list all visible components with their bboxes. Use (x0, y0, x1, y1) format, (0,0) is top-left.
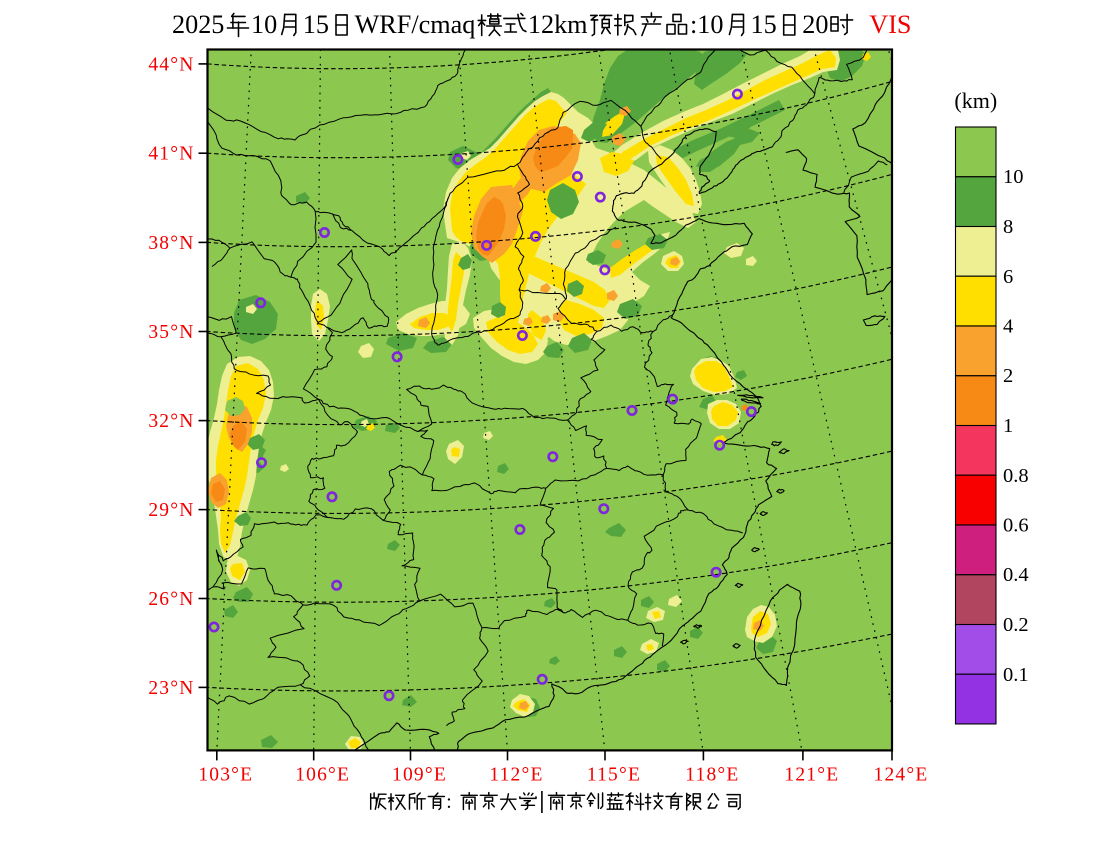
svg-text:20: 20 (802, 10, 828, 39)
svg-text:124°E: 124°E (874, 764, 929, 785)
svg-text:0.8: 0.8 (1003, 465, 1029, 487)
svg-text:29°N: 29°N (148, 500, 194, 521)
svg-text:35°N: 35°N (148, 322, 194, 343)
svg-text:0.4: 0.4 (1003, 564, 1029, 586)
svg-text:WRF/cmaq: WRF/cmaq (355, 10, 476, 39)
svg-text:15: 15 (751, 10, 777, 39)
svg-text:4: 4 (1003, 316, 1013, 338)
svg-text:1: 1 (1003, 415, 1013, 437)
svg-text:10: 10 (251, 10, 277, 39)
svg-text:2: 2 (1003, 365, 1013, 387)
svg-text:38°N: 38°N (148, 233, 194, 254)
svg-text:0.6: 0.6 (1003, 515, 1029, 537)
svg-text::10: :10 (690, 10, 723, 39)
svg-text:8: 8 (1003, 216, 1013, 238)
svg-text:0.1: 0.1 (1003, 664, 1029, 686)
svg-text:6: 6 (1003, 266, 1013, 288)
svg-text:109°E: 109°E (392, 764, 447, 785)
svg-text:112°E: 112°E (489, 764, 543, 785)
svg-text:10: 10 (1003, 166, 1024, 188)
svg-text::: : (446, 792, 456, 813)
svg-text:2025: 2025 (172, 10, 224, 39)
svg-text:118°E: 118°E (685, 764, 739, 785)
svg-text:VIS: VIS (869, 10, 911, 39)
svg-text:44°N: 44°N (148, 54, 194, 75)
svg-text:12km: 12km (528, 10, 588, 39)
svg-text:121°E: 121°E (784, 764, 839, 785)
svg-text:41°N: 41°N (148, 144, 194, 165)
svg-text:15: 15 (303, 10, 329, 39)
svg-text:26°N: 26°N (148, 589, 194, 610)
svg-text:23°N: 23°N (148, 678, 194, 699)
svg-text:115°E: 115°E (587, 764, 641, 785)
svg-text:106°E: 106°E (295, 764, 350, 785)
svg-text:(km): (km) (954, 88, 997, 113)
svg-text:0.2: 0.2 (1003, 614, 1029, 636)
svg-text:32°N: 32°N (148, 411, 194, 432)
svg-text:103°E: 103°E (198, 764, 253, 785)
